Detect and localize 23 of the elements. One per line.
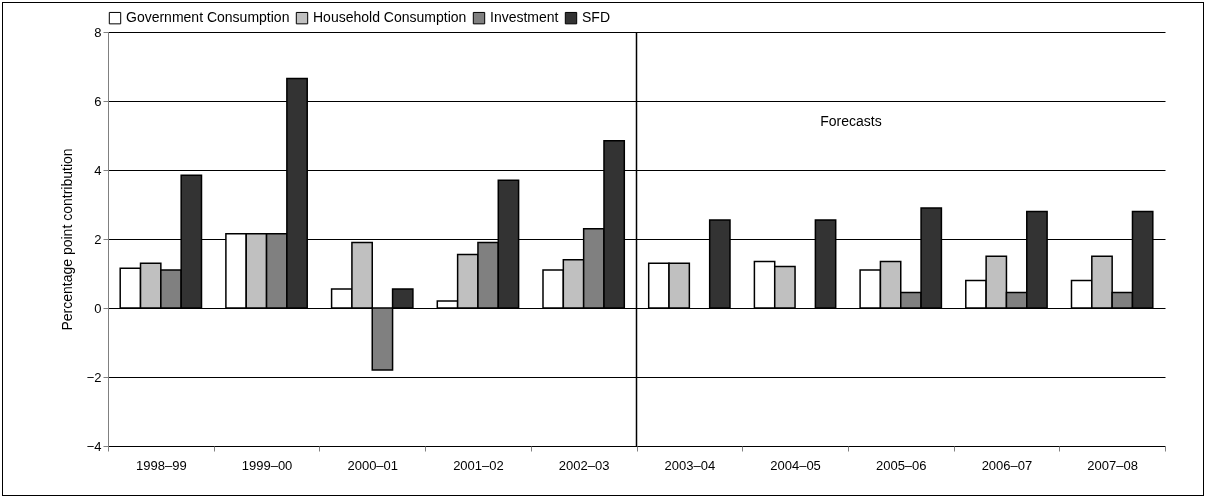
x-tick-label: 1999–00 xyxy=(241,457,293,473)
y-tick-label: 8 xyxy=(94,24,102,40)
legend-label: Investment xyxy=(490,9,559,26)
x-tick-label: 2003–04 xyxy=(664,457,716,473)
y-tick-label: −4 xyxy=(86,438,102,454)
legend-label: SFD xyxy=(582,9,610,26)
x-tick-label: 2001–02 xyxy=(453,457,504,473)
x-tick-label: 2004–05 xyxy=(770,457,821,473)
y-tick-label: −2 xyxy=(86,369,102,385)
legend-label: Government Consumption xyxy=(126,9,290,26)
annotation: Forecasts xyxy=(820,113,882,129)
x-tick-label: 2006–07 xyxy=(981,457,1033,473)
y-axis-title: Percentage point contribution xyxy=(58,148,75,331)
y-tick-label: 4 xyxy=(94,162,102,178)
y-tick-label: 0 xyxy=(94,300,102,316)
x-tick-label: 2007–08 xyxy=(1087,457,1138,473)
x-tick-label: 1998–99 xyxy=(136,457,187,473)
x-tick-label: 2002–03 xyxy=(558,457,610,473)
y-tick-label: 6 xyxy=(94,93,102,109)
y-tick-label: 2 xyxy=(94,231,102,247)
legend-label: Household Consumption xyxy=(313,9,467,26)
x-tick-label: 2000–01 xyxy=(347,457,399,473)
x-tick-label: 2005–06 xyxy=(875,457,927,473)
